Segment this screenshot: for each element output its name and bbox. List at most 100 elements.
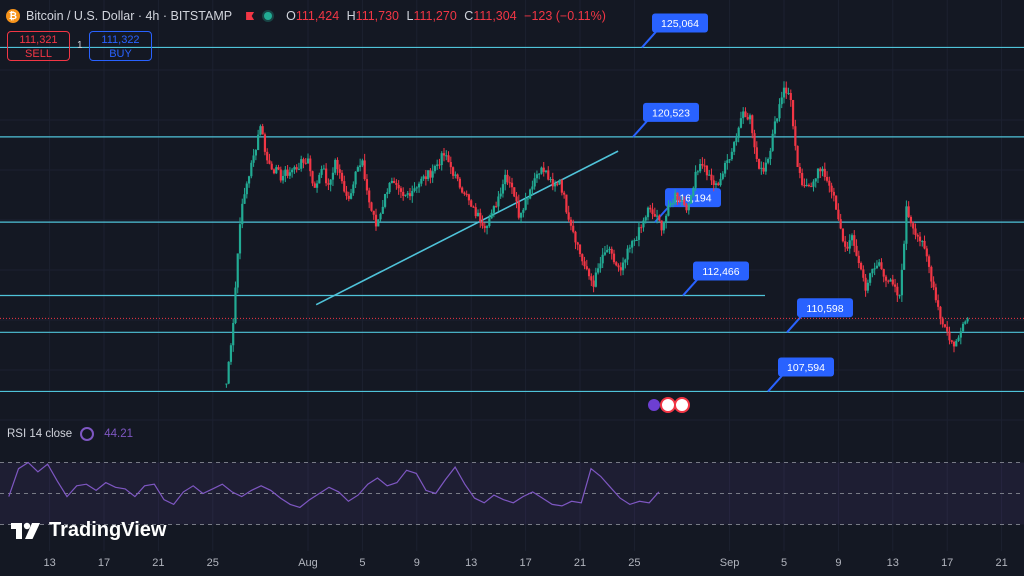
candle-body (583, 261, 586, 267)
candle-body (846, 246, 849, 249)
time-axis-label: 9 (414, 557, 420, 569)
candle-body (515, 196, 518, 202)
rsi-legend[interactable]: RSI 14 close 44.21 (7, 427, 133, 441)
sell-button[interactable]: 111,321 SELL (7, 31, 70, 61)
candle-body (563, 192, 566, 195)
candle-body (637, 227, 641, 240)
candle-body (612, 253, 616, 263)
candle-body (771, 133, 774, 151)
candle-body (966, 318, 969, 322)
candle-body (340, 172, 344, 182)
candle-body (655, 215, 659, 217)
time-axis-label: 13 (887, 557, 899, 569)
candle-body (488, 218, 491, 227)
candle-body (798, 166, 801, 173)
candle-body (370, 202, 373, 211)
buy-button[interactable]: 111,322 BUY (89, 31, 152, 61)
level-label-box (652, 13, 708, 33)
candle-body (538, 173, 541, 175)
candle-body (524, 199, 527, 210)
candle-body (506, 174, 509, 183)
candle-body (581, 254, 584, 262)
candle-body (447, 155, 450, 163)
candle-body (835, 195, 838, 210)
candle-body (857, 255, 860, 264)
candle-body (594, 272, 597, 287)
candle-body (678, 199, 681, 202)
candle-body (606, 249, 609, 253)
candle-body (531, 186, 534, 190)
sell-label: SELL (25, 48, 52, 60)
symbol-title[interactable]: Bitcoin / U.S. Dollar · 4h · BITSTAMP (26, 9, 233, 23)
candle-body (558, 180, 561, 185)
candle-body (508, 182, 511, 184)
candle-body (510, 182, 514, 188)
candle-body (853, 235, 856, 246)
us-flag-icon[interactable] (674, 397, 690, 413)
candle-body (413, 188, 416, 191)
candle-body (948, 331, 951, 341)
candle-body (869, 273, 872, 283)
candle-body (651, 209, 654, 215)
candle-body (893, 284, 897, 287)
level-label: 125,064 (661, 18, 699, 30)
time-axis-label: 17 (98, 557, 110, 569)
candle-body (272, 169, 276, 174)
candle-body (801, 172, 804, 186)
candle-body (490, 212, 493, 219)
candle-body (755, 147, 758, 159)
candle-body (812, 181, 815, 187)
candle-body (279, 169, 282, 181)
market-status-icon[interactable] (264, 12, 273, 20)
candles (225, 81, 969, 388)
candle-body (900, 269, 903, 296)
candle-body (914, 228, 917, 235)
candle-body (415, 187, 418, 189)
close-value: 111,304 (473, 9, 517, 23)
candle-body (395, 183, 398, 185)
candle-body (442, 153, 446, 156)
candle-body (603, 252, 607, 255)
candle-body (610, 248, 613, 254)
candle-body (368, 190, 371, 203)
buy-price: 111,322 (101, 34, 140, 46)
candle-body (837, 209, 840, 220)
candle-body (671, 203, 675, 205)
indicator-settings-icon[interactable] (80, 427, 95, 441)
candle-body (461, 187, 464, 193)
candle-body (907, 206, 910, 217)
candle-body (241, 203, 244, 225)
candle-body (608, 248, 611, 250)
candle-body (946, 326, 949, 332)
candle-body (293, 167, 296, 170)
candle-body (937, 300, 940, 307)
candle-body (628, 247, 631, 249)
candle-body (417, 183, 421, 188)
candle-body (882, 269, 885, 277)
candle-body (397, 184, 400, 189)
candle-body (345, 191, 348, 196)
candle-body (746, 117, 749, 120)
candle-body (504, 174, 507, 185)
candle-body (941, 318, 944, 325)
candle-body (823, 168, 826, 177)
candle-body (739, 118, 743, 128)
time-axis: 13 17 21 25 Aug 5 9 13 17 21 25 Sep 5 9 13 17 21 (43, 557, 1007, 569)
candle-body (832, 191, 835, 196)
candle-body (427, 170, 430, 180)
candle-body (921, 240, 924, 242)
candle-body (635, 239, 638, 241)
candle-body (483, 225, 486, 229)
trendline (315, 150, 619, 306)
level-label: 120,523 (652, 107, 690, 119)
candle-body (816, 168, 820, 179)
candle-body (438, 164, 441, 166)
flag-icon[interactable] (246, 12, 255, 20)
candle-body (683, 200, 686, 205)
economic-events[interactable] (646, 397, 690, 413)
time-axis-label: 21 (152, 557, 164, 569)
candle-body (263, 134, 267, 152)
candle-body (780, 97, 783, 105)
candle-body (406, 193, 409, 195)
